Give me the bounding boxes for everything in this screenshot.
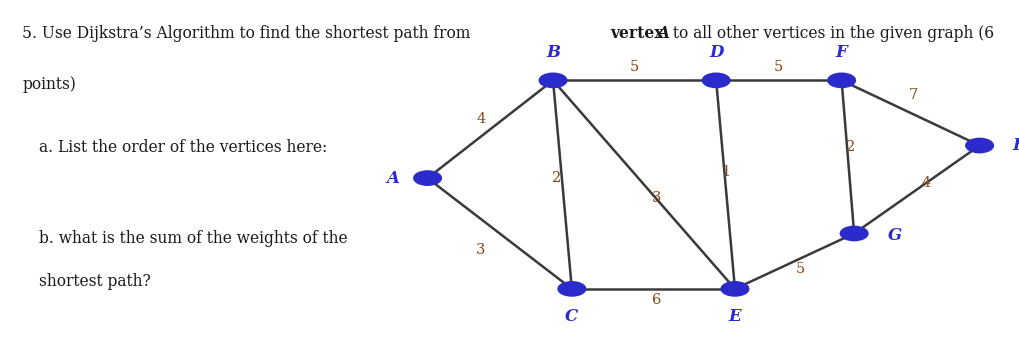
Text: C: C	[565, 308, 578, 325]
Text: points): points)	[22, 76, 76, 93]
Text: 7: 7	[908, 88, 917, 102]
Text: 5: 5	[773, 60, 783, 74]
Text: H: H	[1012, 137, 1019, 154]
Text: 4: 4	[921, 176, 930, 190]
Text: 1: 1	[720, 165, 730, 178]
Text: shortest path?: shortest path?	[39, 273, 151, 290]
Text: 2: 2	[551, 171, 560, 185]
Text: 5: 5	[630, 60, 639, 74]
Text: 5. Use Dijkstra’s Algorithm to find the shortest path from: 5. Use Dijkstra’s Algorithm to find the …	[22, 25, 475, 42]
Circle shape	[965, 138, 993, 153]
Text: 3: 3	[651, 191, 660, 205]
Text: b. what is the sum of the weights of the: b. what is the sum of the weights of the	[39, 230, 347, 247]
Circle shape	[827, 73, 855, 88]
Circle shape	[702, 73, 730, 88]
Circle shape	[414, 171, 441, 185]
Text: A: A	[386, 170, 399, 186]
Circle shape	[720, 282, 748, 296]
Text: 2: 2	[846, 140, 855, 154]
Text: 3: 3	[476, 243, 485, 257]
Text: a. List the order of the vertices here:: a. List the order of the vertices here:	[39, 139, 327, 156]
Circle shape	[840, 226, 867, 241]
Circle shape	[557, 282, 585, 296]
Text: to all other vertices in the given graph (6: to all other vertices in the given graph…	[667, 25, 994, 42]
Text: B: B	[545, 44, 559, 61]
Text: A: A	[656, 25, 668, 42]
Text: G: G	[887, 227, 901, 244]
Text: D: D	[708, 44, 722, 61]
Text: 5: 5	[796, 262, 805, 276]
Circle shape	[539, 73, 567, 88]
Text: F: F	[835, 44, 847, 61]
Text: 4: 4	[476, 113, 485, 126]
Text: vertex: vertex	[609, 25, 668, 42]
Text: 6: 6	[651, 293, 660, 307]
Text: E: E	[728, 308, 741, 325]
